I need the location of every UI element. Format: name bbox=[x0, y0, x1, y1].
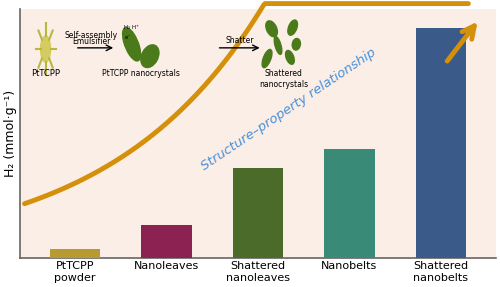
Text: Shattered
nanocrystals: Shattered nanocrystals bbox=[259, 69, 308, 89]
Bar bbox=[50, 249, 100, 259]
Text: Structure–property relationship: Structure–property relationship bbox=[198, 46, 378, 173]
Bar bbox=[232, 168, 283, 259]
Ellipse shape bbox=[286, 51, 294, 64]
Circle shape bbox=[40, 36, 50, 62]
Y-axis label: H₂ (mmol·g⁻¹): H₂ (mmol·g⁻¹) bbox=[4, 90, 17, 177]
Ellipse shape bbox=[274, 36, 282, 54]
Text: H₂ H⁺: H₂ H⁺ bbox=[124, 25, 139, 30]
Text: PtTCPP nanocrystals: PtTCPP nanocrystals bbox=[102, 69, 180, 78]
Text: PtTCPP: PtTCPP bbox=[31, 69, 60, 78]
Text: Emulsifier: Emulsifier bbox=[72, 37, 110, 46]
Bar bbox=[416, 28, 466, 259]
Ellipse shape bbox=[122, 28, 140, 61]
Text: Shatter: Shatter bbox=[226, 36, 254, 45]
Bar bbox=[141, 225, 192, 259]
Ellipse shape bbox=[266, 21, 278, 37]
Ellipse shape bbox=[288, 20, 298, 35]
Ellipse shape bbox=[141, 45, 159, 67]
Text: Self-assembly: Self-assembly bbox=[65, 32, 118, 40]
Ellipse shape bbox=[292, 38, 300, 50]
Text: e⁻: e⁻ bbox=[125, 35, 131, 40]
Ellipse shape bbox=[262, 49, 272, 68]
Bar bbox=[324, 149, 374, 259]
